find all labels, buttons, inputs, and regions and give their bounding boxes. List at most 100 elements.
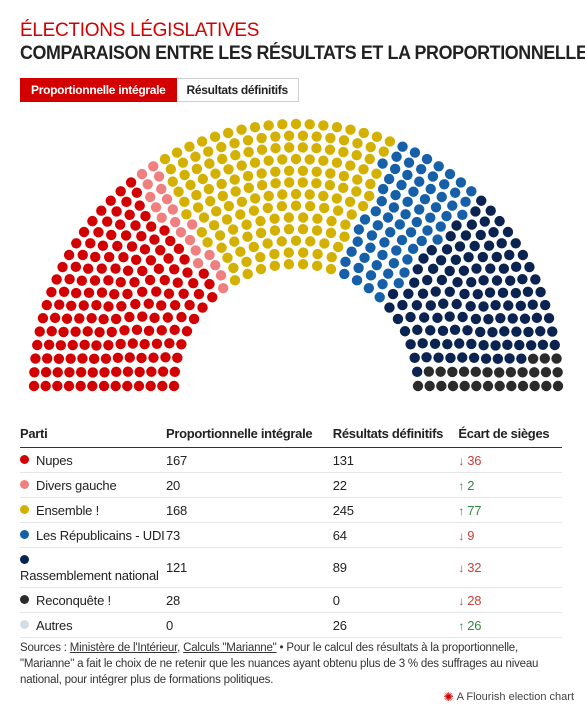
seat-nupes: [130, 298, 141, 310]
seat-ensemble: [311, 166, 322, 177]
source-link-ministere[interactable]: Ministère de l'Intérieur: [69, 642, 178, 654]
chart-title: COMPARAISON ENTRE LES RÉSULTATS ET LA PR…: [20, 43, 585, 64]
tab-resultats[interactable]: Résultats définitifs: [176, 78, 299, 102]
seat-divers-gauche: [136, 168, 148, 180]
party-name: Les Républicains - UDI: [36, 528, 165, 544]
seat-rassemblement-national: [492, 353, 504, 365]
seat-ensemble: [325, 263, 337, 275]
seat-divers-gauche: [142, 179, 153, 190]
party-name: Rassemblement national: [20, 568, 159, 584]
seat-les-r-publicains-udi: [353, 224, 365, 235]
seat-ensemble: [177, 157, 189, 168]
seat-ensemble: [165, 164, 177, 175]
seat-nupes: [149, 312, 160, 324]
seat-nupes: [124, 209, 135, 221]
party-cell: Reconquête !: [20, 587, 166, 614]
seat-divers-gauche: [156, 212, 167, 223]
arrow-down-icon: ↓: [458, 453, 465, 468]
seat-ensemble: [290, 235, 302, 246]
seat-nupes: [145, 380, 156, 392]
seat-rassemblement-national: [454, 241, 466, 252]
seat-ensemble: [338, 146, 349, 158]
seat-rassemblement-national: [472, 288, 483, 300]
seat-ensemble: [297, 177, 309, 188]
seat-rassemblement-national: [475, 326, 486, 338]
seat-les-r-publicains-udi: [396, 234, 408, 246]
seat-rassemblement-national: [418, 253, 429, 264]
tab-proportionnelle[interactable]: Proportionnelle intégrale: [20, 78, 177, 102]
seat-les-r-publicains-udi: [436, 191, 447, 203]
party-color-swatch: [20, 530, 29, 540]
seat-ensemble: [230, 186, 241, 197]
prop-value: 167: [166, 447, 333, 474]
seat-nupes: [153, 263, 165, 275]
seat-nupes: [156, 325, 167, 336]
seat-ensemble: [222, 252, 233, 264]
seat-ensemble: [311, 131, 322, 142]
seat-nupes: [106, 326, 117, 338]
seat-nupes: [182, 267, 193, 278]
seat-nupes: [157, 380, 168, 392]
seat-les-r-publicains-udi: [363, 282, 375, 294]
seat-les-r-publicains-udi: [393, 278, 404, 289]
seat-ensemble: [241, 256, 252, 268]
seat-rassemblement-national: [412, 264, 423, 275]
seat-ensemble: [235, 246, 246, 257]
arrow-up-icon: ↑: [458, 618, 465, 633]
gap-value: ↑ 77: [458, 497, 562, 524]
seat-ensemble: [229, 138, 240, 149]
seat-nupes: [28, 380, 40, 392]
seat-rassemblement-national: [519, 313, 531, 324]
seat-ensemble: [190, 151, 201, 162]
seat-nupes: [184, 299, 195, 311]
seat-divers-gauche: [156, 183, 167, 195]
seat-ensemble: [325, 168, 336, 179]
seat-ensemble: [227, 224, 239, 235]
gap-value: ↓ 36: [458, 447, 562, 474]
seat-ensemble: [338, 135, 350, 146]
seat-ensemble: [203, 146, 214, 157]
seat-nupes: [83, 287, 95, 299]
seat-rassemblement-national: [449, 324, 461, 336]
seat-les-r-publicains-udi: [444, 168, 456, 180]
seat-rassemblement-national: [405, 311, 416, 323]
seat-nupes: [169, 366, 181, 378]
source-link-calculs[interactable]: Calculs "Marianne": [183, 642, 277, 654]
seat-rassemblement-national: [432, 312, 443, 324]
seat-rassemblement-national: [392, 313, 404, 325]
seat-ensemble: [216, 141, 227, 153]
seat-rassemblement-national: [444, 265, 455, 277]
gap-value: ↓ 32: [458, 547, 562, 589]
seat-rassemblement-national: [403, 288, 414, 299]
seat-rassemblement-national: [471, 263, 482, 274]
seat-nupes: [157, 366, 169, 377]
party-cell: Autres: [20, 612, 166, 639]
prop-value: 121: [166, 547, 333, 589]
seat-reconqu-te: [551, 353, 562, 364]
results-table: Parti Proportionnelle intégrale Résultat…: [20, 420, 562, 639]
seat-nupes: [134, 200, 145, 211]
seat-rassemblement-national: [495, 312, 506, 324]
result-value: 26: [332, 612, 459, 639]
seat-rassemblement-national: [468, 352, 480, 363]
seat-rassemblement-national: [511, 326, 522, 337]
seat-les-r-publicains-udi: [359, 252, 370, 264]
seat-nupes: [34, 326, 45, 337]
seat-reconqu-te: [540, 367, 552, 378]
seat-nupes: [63, 380, 75, 392]
party-name: Divers gauche: [36, 478, 117, 494]
seat-nupes: [110, 263, 121, 274]
seat-nupes: [40, 367, 52, 378]
seat-divers-gauche: [169, 216, 181, 228]
seat-ensemble: [269, 260, 281, 272]
flourish-credit[interactable]: ✺ A Flourish election chart: [444, 690, 574, 704]
seat-divers-gauche: [215, 270, 227, 281]
seat-les-r-publicains-udi: [374, 292, 385, 303]
seat-ensemble: [249, 122, 261, 133]
seat-ensemble: [209, 131, 221, 143]
seat-nupes: [115, 338, 126, 350]
seat-rassemblement-national: [543, 312, 555, 324]
seat-nupes: [159, 225, 170, 236]
seat-ensemble: [228, 262, 239, 274]
seat-les-r-publicains-udi: [433, 161, 444, 172]
